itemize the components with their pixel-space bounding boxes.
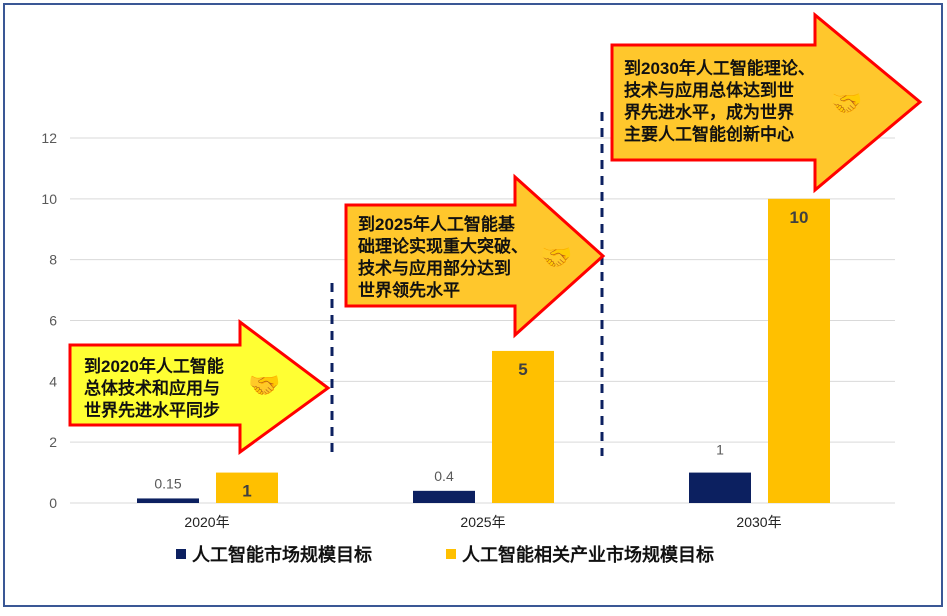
x-tick-label: 2020年	[184, 514, 229, 530]
bar-1	[492, 350, 554, 503]
bar-0	[137, 498, 199, 503]
handshake-icon: 🤝	[248, 370, 281, 400]
bar-1	[216, 472, 278, 503]
x-tick-label: 2025年	[460, 514, 505, 530]
legend-label: 人工智能相关产业市场规模目标	[462, 544, 714, 565]
bar-1	[768, 198, 830, 504]
legend-swatch	[446, 549, 456, 559]
data-label: 1	[716, 442, 724, 458]
callout-text-2020: 到2020年人工智能 总体技术和应用与 世界先进水平同步	[84, 357, 224, 420]
callout-text-2025: 到2025年人工智能基 础理论实现重大突破、 技术与应用部分达到 世界领先水平	[358, 215, 528, 300]
y-tick-label: 12	[41, 130, 57, 146]
x-tick-label: 2030年	[736, 514, 781, 530]
y-tick-label: 2	[49, 434, 57, 450]
data-label: 0.15	[154, 475, 181, 491]
legend-swatch	[176, 549, 186, 559]
handshake-icon: 🤝	[830, 88, 863, 118]
y-tick-label: 6	[49, 313, 57, 329]
data-label: 5	[518, 360, 527, 379]
y-tick-label: 10	[41, 191, 57, 207]
y-tick-label: 0	[49, 495, 57, 511]
callout-arrow-2020	[68, 319, 331, 455]
handshake-icon: 🤝	[540, 242, 573, 272]
data-label: 0.4	[434, 468, 454, 484]
callout-arrow-2025	[344, 173, 606, 339]
callout-arrow-2030	[610, 11, 923, 194]
y-tick-label: 4	[49, 373, 57, 389]
callout-text-2030: 到2030年人工智能理论、 技术与应用总体达到世 界先进水平，成为世界 主要人工…	[624, 59, 815, 144]
y-tick-label: 8	[49, 252, 57, 268]
data-label: 1	[242, 482, 251, 501]
data-label: 10	[790, 208, 809, 227]
bar-0	[689, 472, 751, 503]
legend-label: 人工智能市场规模目标	[192, 544, 372, 565]
bar-0	[413, 490, 475, 503]
